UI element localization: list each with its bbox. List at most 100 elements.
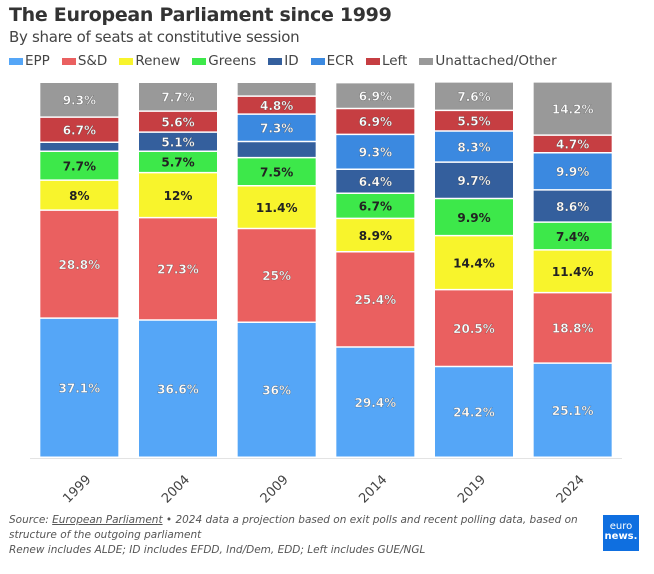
bar-segment-left-2019 (435, 111, 513, 131)
chart-title: The European Parliament since 1999 (9, 4, 392, 26)
bar-segment-unattached-other-1999 (40, 83, 119, 117)
bar-segment-s-d-2009 (237, 229, 316, 322)
data-label: 24.2% (453, 406, 495, 420)
legend-label: Unattached/Other (435, 53, 557, 69)
data-label: 25% (262, 269, 291, 283)
legend-label: ECR (326, 53, 354, 69)
bar-segment-epp-2009 (237, 323, 316, 457)
legend-item-greens[interactable]: Greens (192, 53, 256, 69)
data-label: 8.9% (359, 229, 392, 243)
x-tick-label: 2009 (258, 472, 292, 506)
source-link[interactable]: European Parliament (52, 514, 163, 526)
data-label: 5.5% (457, 114, 490, 128)
legend-item-s-d[interactable]: S&D (61, 53, 107, 69)
legend-label: ID (284, 53, 299, 69)
data-label: 7.5% (260, 165, 293, 179)
bar-segment-left-2024 (533, 135, 612, 152)
data-label: 9.7% (457, 174, 490, 188)
data-label: 6.7% (63, 123, 96, 137)
data-label: 6.7% (359, 200, 392, 214)
legend-label: EPP (25, 53, 50, 69)
data-label: 27.3% (157, 263, 199, 277)
bar-segment-greens-2004 (139, 152, 217, 172)
bar-segment-greens-2009 (237, 158, 316, 185)
x-tick-label: 1999 (60, 472, 94, 506)
data-label: 8% (69, 189, 89, 203)
bar-segment-id-2024 (533, 190, 612, 222)
data-label: 20.5% (453, 322, 495, 336)
bar-segment-greens-2014 (336, 194, 415, 218)
bar-segment-unattached-other-2014 (336, 83, 415, 108)
data-label: 6.4% (359, 175, 392, 189)
bar-segment-renew-2004 (139, 173, 217, 217)
bar-segment-epp-2024 (533, 363, 612, 457)
footer-note-2: Renew includes ALDE; ID includes EFDD, I… (9, 544, 426, 556)
data-label: 9.3% (359, 146, 392, 160)
data-label: 12% (164, 189, 193, 203)
legend-label: Renew (135, 53, 181, 69)
legend-item-ecr[interactable]: ECR (310, 53, 354, 69)
bar-segment-epp-1999 (40, 318, 119, 457)
bar-segment-renew-1999 (40, 180, 119, 210)
data-label: 5.6% (161, 115, 194, 129)
data-label: 7.7% (63, 159, 96, 173)
legend-item-epp[interactable]: EPP (9, 53, 50, 69)
bar-segment-id-1999 (40, 143, 119, 151)
data-label: 8.6% (556, 200, 589, 214)
data-label: 4.7% (556, 138, 589, 152)
bar-segment-greens-2019 (435, 199, 513, 235)
data-label: 14.2% (552, 102, 594, 116)
data-label: 36.6% (157, 382, 199, 396)
bar-segment-left-2014 (336, 109, 415, 134)
legend-swatch (310, 57, 325, 65)
bar-segment-ecr-2024 (533, 153, 612, 190)
bar-segment-greens-2024 (533, 222, 612, 250)
data-label: 6.9% (359, 115, 392, 129)
bar-segment-ecr-2009 (237, 114, 316, 141)
data-label: 5.7% (161, 156, 194, 170)
legend-item-unattached-other[interactable]: Unattached/Other (419, 53, 557, 69)
bar-segment-s-d-2004 (139, 218, 217, 320)
bar-segment-renew-2009 (237, 186, 316, 228)
data-label: 18.8% (552, 322, 594, 336)
legend-label: Left (381, 53, 408, 69)
bar-segment-left-1999 (40, 117, 119, 142)
legend-item-left[interactable]: Left (365, 53, 408, 69)
x-tick-label: 2024 (554, 472, 588, 506)
x-tick-label: 2004 (159, 472, 193, 506)
footer: Source: European Parliament • 2024 data … (9, 513, 594, 558)
data-label: 7.6% (457, 90, 490, 104)
data-label: 14.4% (453, 256, 495, 270)
data-label: 11.4% (256, 201, 298, 215)
bar-segment-renew-2014 (336, 219, 415, 251)
legend-swatch (365, 57, 380, 65)
bar-segment-s-d-2024 (533, 293, 612, 363)
bar-segment-greens-1999 (40, 152, 119, 180)
data-label: 7.3% (260, 122, 293, 136)
legend-swatch (61, 57, 76, 65)
bar-segment-s-d-1999 (40, 210, 119, 318)
chart-subtitle: By share of seats at constitutive sessio… (9, 28, 300, 46)
bar-segment-unattached-other-2009 (237, 83, 316, 96)
data-label: 28.8% (59, 258, 101, 272)
logo-text-1: euro (609, 521, 633, 532)
data-label: 36% (262, 384, 291, 398)
legend-swatch (419, 57, 434, 65)
bar-segment-epp-2019 (435, 367, 513, 457)
bar-segment-id-2014 (336, 170, 415, 193)
data-label: 9.9% (556, 165, 589, 179)
legend: EPP S&D Renew Greens ID ECR Left Unattached/Oth… (9, 53, 557, 69)
x-tick-label: 2014 (356, 472, 390, 506)
data-label: 7.4% (556, 230, 589, 244)
euronews-logo: euro news. (603, 515, 639, 551)
data-label: 9.3% (63, 93, 96, 107)
legend-item-id[interactable]: ID (268, 53, 299, 69)
data-label: 11.4% (552, 265, 594, 279)
legend-item-renew[interactable]: Renew (119, 53, 180, 69)
data-label: 25.4% (355, 293, 397, 307)
bar-segment-id-2019 (435, 162, 513, 198)
footer-note: • 2024 data a projection based on exit p… (9, 514, 578, 541)
bar-segment-ecr-2019 (435, 131, 513, 162)
legend-swatch (268, 57, 283, 65)
